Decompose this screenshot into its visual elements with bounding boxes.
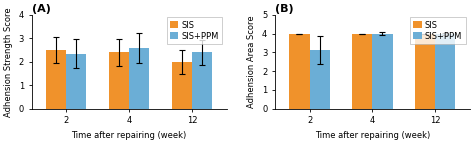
Text: (B): (B) bbox=[275, 4, 293, 14]
X-axis label: Time after repairing (week): Time after repairing (week) bbox=[315, 131, 430, 140]
Bar bbox=[109, 52, 129, 109]
Bar bbox=[373, 34, 392, 109]
Text: (A): (A) bbox=[32, 4, 51, 14]
Bar bbox=[129, 48, 149, 109]
Bar bbox=[172, 62, 192, 109]
Bar bbox=[192, 52, 212, 109]
Bar bbox=[352, 34, 373, 109]
Y-axis label: Adhension Area Score: Adhension Area Score bbox=[247, 15, 256, 108]
Legend: SIS, SIS+PPM: SIS, SIS+PPM bbox=[167, 17, 222, 44]
Bar bbox=[435, 34, 456, 109]
Bar bbox=[415, 34, 435, 109]
X-axis label: Time after repairing (week): Time after repairing (week) bbox=[72, 131, 187, 140]
Bar bbox=[46, 50, 66, 109]
Y-axis label: Adhension Strength Score: Adhension Strength Score bbox=[4, 7, 13, 117]
Bar bbox=[310, 50, 330, 109]
Bar bbox=[290, 34, 310, 109]
Bar bbox=[66, 54, 86, 109]
Legend: SIS, SIS+PPM: SIS, SIS+PPM bbox=[410, 17, 465, 44]
